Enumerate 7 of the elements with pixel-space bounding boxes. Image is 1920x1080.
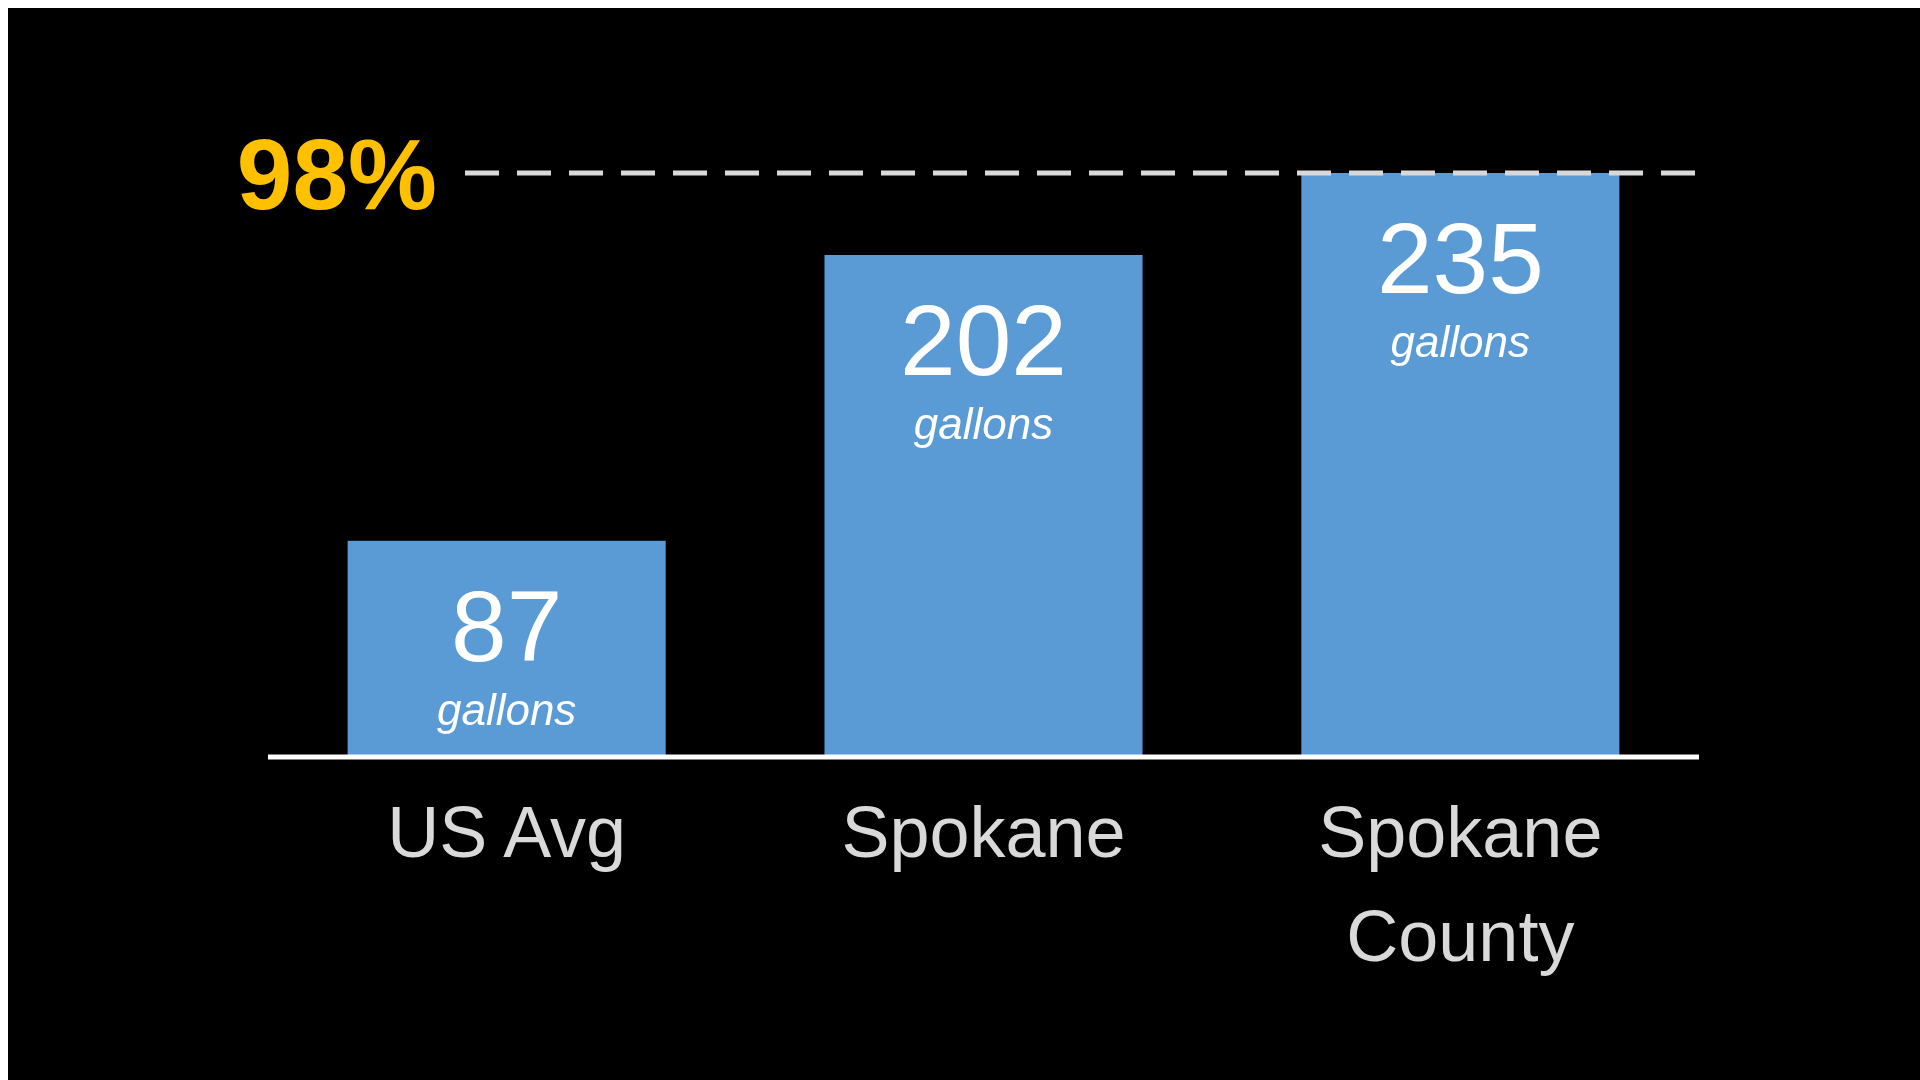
annotation: 98%	[236, 118, 437, 230]
x-tick-label: US Avg	[387, 792, 627, 872]
data-label: 235 gallons	[1376, 202, 1544, 366]
data-label: 87 gallons	[436, 569, 577, 734]
x-tick-label: Spokane	[841, 792, 1126, 872]
data-label: 202 gallons	[900, 284, 1067, 449]
x-tick-label: Spokane County	[1318, 792, 1603, 976]
